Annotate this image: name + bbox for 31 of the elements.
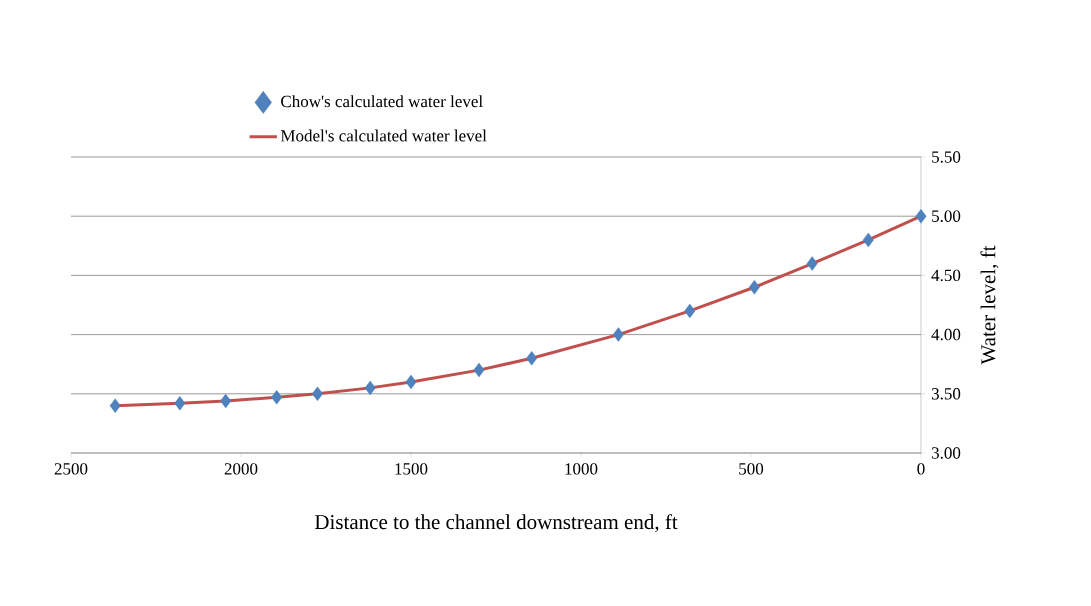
x-tick-label: 500 (739, 463, 764, 475)
legend-label: Model's calculated water level (280, 129, 487, 142)
point (174, 396, 186, 411)
point (748, 280, 760, 295)
x-axis-title: Distance to the channel downstream end, ft (314, 514, 678, 533)
y-tick-label: 4.50 (931, 269, 961, 282)
y-tick-label: 4.00 (931, 328, 961, 341)
point (312, 386, 323, 401)
point (612, 327, 624, 342)
point (862, 232, 874, 248)
point (806, 256, 818, 271)
point (405, 374, 417, 390)
y-tick-label: 3.00 (931, 447, 961, 459)
point (220, 393, 232, 409)
point (473, 362, 485, 378)
point (271, 390, 283, 405)
x-tick-label: 0 (917, 463, 925, 475)
point (684, 303, 696, 319)
x-tick-label: 2000 (224, 463, 258, 475)
x-tick-label: 2500 (54, 463, 88, 475)
y-tick-label: 3.50 (931, 388, 961, 400)
y-tick-label: 5.00 (932, 210, 961, 222)
point (526, 351, 538, 366)
legend-label: Chow's calculated water level (281, 95, 483, 108)
y-axis-title: Water level, ft (980, 245, 999, 365)
point (364, 380, 376, 396)
x-tick-label: 1000 (565, 463, 598, 475)
point (109, 398, 121, 413)
x-tick-label: 1500 (395, 463, 428, 475)
point (915, 209, 927, 224)
y-tick-label: 5.50 (932, 151, 961, 163)
